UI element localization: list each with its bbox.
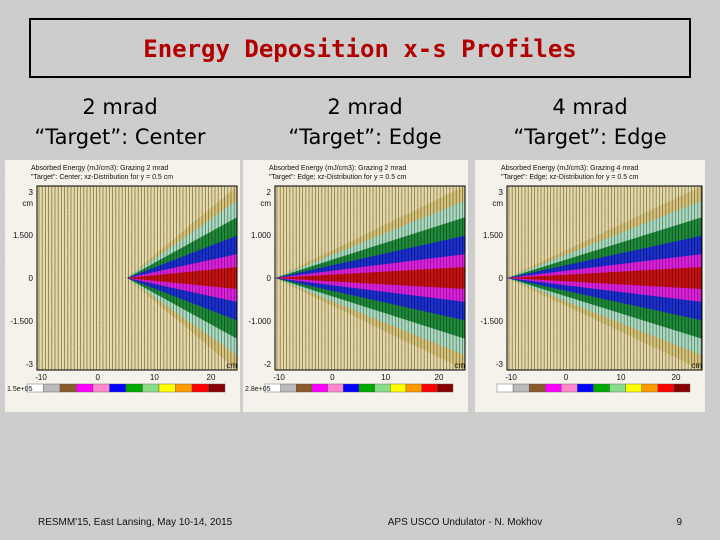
colorbar-segment — [437, 383, 454, 393]
y-tick-label: -3 — [26, 360, 34, 369]
y-tick-label: -2 — [264, 360, 272, 369]
title-box — [29, 18, 691, 78]
slide-title: Energy Deposition x-s Profiles — [143, 35, 576, 63]
x-unit: cm — [454, 361, 465, 370]
colorbar-segment — [673, 383, 691, 393]
x-unit: cm — [226, 361, 237, 370]
x-tick-label: 0 — [330, 373, 335, 382]
plot-title: Absorbed Energy (mJ/cm3): Grazing 2 mrad — [269, 165, 406, 172]
colorbar-segment — [625, 383, 642, 393]
colorbar-segment — [641, 383, 659, 393]
x-tick-label: -10 — [505, 373, 517, 382]
deposition-band — [127, 266, 237, 290]
x-tick-label: 0 — [564, 373, 569, 382]
colorbar-segment — [142, 383, 160, 393]
y-tick-label: -1.500 — [10, 317, 33, 326]
colorbar-segment — [311, 383, 328, 393]
colorbar-segment — [421, 383, 438, 393]
deposition-band — [275, 266, 465, 290]
colorbar-segment — [92, 383, 110, 393]
plot-title: Absorbed Energy (mJ/cm3): Grazing 2 mrad — [31, 165, 168, 172]
colorbar-segment — [43, 383, 61, 393]
colorbar-segment — [296, 383, 313, 393]
x-tick-label: 20 — [207, 373, 216, 382]
colorbar-segment — [593, 383, 610, 393]
y-unit: cm — [22, 199, 33, 208]
colorbar-segment — [76, 383, 94, 393]
footer-center: APS USCO Undulator - N. Mokhov — [388, 517, 543, 528]
x-tick-label: 0 — [95, 373, 100, 382]
colorbar-segment — [343, 383, 360, 393]
colorbar-segment — [158, 383, 176, 393]
colorbar-segment — [191, 383, 209, 393]
plot-title: "Target": Edge; xz-Distribution for y = … — [269, 174, 407, 181]
y-tick-label: 1.500 — [13, 231, 34, 240]
plot-frame — [506, 185, 703, 371]
colorbar-segment — [561, 383, 578, 393]
panel-heading: “Target”: Edge — [288, 125, 441, 149]
y-tick-label: 3 — [499, 188, 504, 197]
y-tick-label: 0 — [267, 274, 272, 283]
y-tick-label: 2 — [267, 188, 272, 197]
colorbar-segment — [496, 383, 514, 393]
y-tick-label: -3 — [496, 360, 504, 369]
x-tick-label: -10 — [273, 373, 285, 382]
colorbar-segment — [545, 383, 562, 393]
panel-heading: 2 mrad — [327, 95, 402, 119]
page-number: 9 — [676, 517, 682, 528]
x-tick-label: 10 — [617, 373, 626, 382]
x-tick-label: 20 — [435, 373, 444, 382]
x-tick-label: -10 — [35, 373, 47, 382]
colorbar-segment — [577, 383, 594, 393]
panel-heading: 2 mrad — [82, 95, 157, 119]
x-tick-label: 20 — [672, 373, 681, 382]
panel-heading: “Target”: Edge — [513, 125, 666, 149]
colorbar-segment — [374, 383, 391, 393]
colorbar-segment — [280, 383, 297, 393]
colorbar-segment — [609, 383, 626, 393]
y-unit: cm — [492, 199, 503, 208]
colorbar-segment — [125, 383, 143, 393]
colorbar-segment — [59, 383, 77, 393]
panels: 2 mrad “Target”: Center Absorbed Energy (m… — [5, 95, 705, 412]
colorbar-segment — [657, 383, 675, 393]
x-tick-label: 10 — [150, 373, 159, 382]
plot-frame — [36, 185, 238, 371]
panel: 2 mrad “Target”: Center Absorbed Energy (m… — [5, 95, 240, 412]
panel-heading: 4 mrad — [552, 95, 627, 119]
colorbar-label: 2.8e+05 — [245, 386, 271, 393]
colorbar-label: 1.5e+05 — [7, 386, 33, 393]
y-tick-label: -1.500 — [480, 317, 503, 326]
y-tick-label: 0 — [499, 274, 504, 283]
panel: 4 mrad “Target”: Edge Absorbed Energy (mJ/… — [475, 95, 705, 412]
panel-heading: “Target”: Center — [34, 125, 206, 149]
footer-left: RESMM'15, East Lansing, May 10-14, 2015 — [38, 517, 233, 528]
deposition-band — [507, 266, 702, 290]
y-unit: cm — [260, 199, 271, 208]
plot-title: "Target": Center; xz-Distribution for y … — [31, 174, 173, 181]
colorbar-segment — [175, 383, 193, 393]
colorbar-segment — [405, 383, 422, 393]
panel: 2 mrad “Target”: Edge Absorbed Energy (mJ/… — [243, 95, 468, 412]
y-tick-label: -1.000 — [248, 317, 271, 326]
colorbar-segment — [390, 383, 407, 393]
x-unit: cm — [691, 361, 702, 370]
y-tick-label: 1.000 — [251, 231, 272, 240]
colorbar-segment — [109, 383, 127, 393]
y-tick-label: 0 — [29, 274, 34, 283]
colorbar-segment — [528, 383, 546, 393]
plot-title: Absorbed Energy (mJ/cm3): Grazing 4 mrad — [501, 165, 638, 172]
plot-frame — [274, 185, 466, 371]
y-tick-label: 3 — [29, 188, 34, 197]
colorbar-segment — [327, 383, 344, 393]
x-tick-label: 10 — [381, 373, 390, 382]
plot-title: "Target": Edge; xz-Distribution for y = … — [501, 174, 639, 181]
y-tick-label: 1.500 — [483, 231, 504, 240]
colorbar-segment — [358, 383, 375, 393]
colorbar-segment — [208, 383, 226, 393]
colorbar-segment — [512, 383, 530, 393]
